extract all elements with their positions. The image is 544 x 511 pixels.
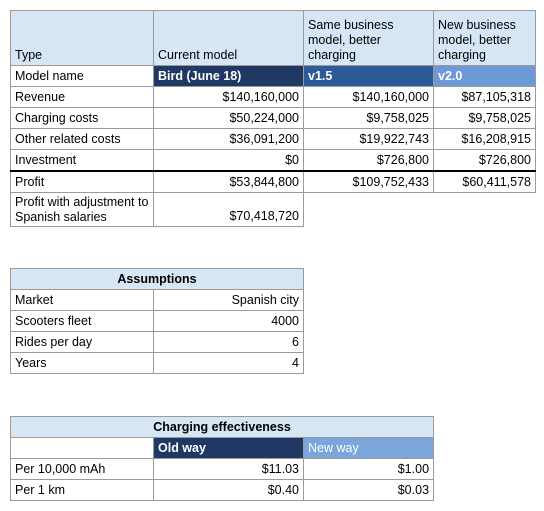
header-same-business: Same business model, better charging xyxy=(303,10,434,66)
profit-row: Profit $53,844,800 $109,752,433 $60,411,… xyxy=(10,170,536,193)
row-label: Profit with adjustment to Spanish salari… xyxy=(10,192,154,227)
cell-current: $50,224,000 xyxy=(153,107,304,129)
cell-new: $87,105,318 xyxy=(433,86,536,108)
model-name-row: Model name Bird (June 18) v1.5 v2.0 xyxy=(10,65,536,87)
row-label: Profit xyxy=(10,170,154,193)
table-row: Market Spanish city xyxy=(10,289,304,311)
empty-cell xyxy=(10,437,154,459)
charging-effectiveness-table: Charging effectiveness Old way New way P… xyxy=(9,416,435,501)
cell-new: $1.00 xyxy=(302,458,435,480)
row-label: Revenue xyxy=(10,86,154,108)
cell-same: $726,800 xyxy=(303,149,434,172)
table-row: Revenue $140,160,000 $140,160,000 $87,10… xyxy=(10,86,536,108)
cell-same: $140,160,000 xyxy=(303,86,434,108)
table-row: Years 4 xyxy=(10,352,304,374)
model-current: Bird (June 18) xyxy=(153,65,304,87)
table-row: Per 10,000 mAh $11.03 $1.00 xyxy=(10,458,435,480)
header-type: Type xyxy=(10,10,154,66)
row-label: Model name xyxy=(10,65,154,87)
table-row: Other related costs $36,091,200 $19,922,… xyxy=(10,128,536,150)
cell-new: $16,208,915 xyxy=(433,128,536,150)
row-label: Investment xyxy=(10,149,154,172)
model-new: v2.0 xyxy=(433,65,536,87)
profit-current: $53,844,800 xyxy=(153,170,304,193)
cell-current: $140,160,000 xyxy=(153,86,304,108)
cell-current: $36,091,200 xyxy=(153,128,304,150)
assumptions-table: Assumptions Market Spanish city Scooters… xyxy=(10,268,304,374)
model-comparison-table: Type Current model Same business model, … xyxy=(10,10,536,227)
row-value: 4000 xyxy=(153,310,304,332)
old-way-header: Old way xyxy=(153,437,304,459)
row-label: Per 1 km xyxy=(10,479,154,501)
row-value: 4 xyxy=(153,352,304,374)
cell-new: $9,758,025 xyxy=(433,107,536,129)
header-current-model: Current model xyxy=(153,10,304,66)
cell-same: $9,758,025 xyxy=(303,107,434,129)
row-label: Per 10,000 mAh xyxy=(10,458,154,480)
table-row: Scooters fleet 4000 xyxy=(10,310,304,332)
cell-current: $0 xyxy=(153,149,304,172)
cell-new: $0.03 xyxy=(302,479,435,501)
empty-cell xyxy=(434,193,536,227)
table-row: Per 1 km $0.40 $0.03 xyxy=(10,479,435,501)
row-label: Rides per day xyxy=(10,331,154,353)
row-value: 6 xyxy=(153,331,304,353)
cell-new: $726,800 xyxy=(433,149,536,172)
cell-same: $19,922,743 xyxy=(303,128,434,150)
row-label: Years xyxy=(10,352,154,374)
table-row: Rides per day 6 xyxy=(10,331,304,353)
header-new-business: New business model, better charging xyxy=(433,10,536,66)
profit-adjusted-current: $70,418,720 xyxy=(153,192,304,227)
profit-new: $60,411,578 xyxy=(433,170,536,193)
cell-old: $11.03 xyxy=(153,458,304,480)
row-label: Charging costs xyxy=(10,107,154,129)
cell-old: $0.40 xyxy=(153,479,304,501)
empty-cell xyxy=(304,193,434,227)
profit-same: $109,752,433 xyxy=(303,170,434,193)
charging-title: Charging effectiveness xyxy=(9,416,435,438)
row-value: Spanish city xyxy=(153,289,304,311)
new-way-header: New way xyxy=(302,437,435,459)
row-label: Market xyxy=(10,289,154,311)
profit-adjusted-row: Profit with adjustment to Spanish salari… xyxy=(10,192,536,227)
table-row: Charging costs $50,224,000 $9,758,025 $9… xyxy=(10,107,536,129)
row-label: Other related costs xyxy=(10,128,154,150)
row-label: Scooters fleet xyxy=(10,310,154,332)
table-row: Investment $0 $726,800 $726,800 xyxy=(10,149,536,172)
assumptions-title: Assumptions xyxy=(10,268,304,290)
model-same: v1.5 xyxy=(303,65,434,87)
